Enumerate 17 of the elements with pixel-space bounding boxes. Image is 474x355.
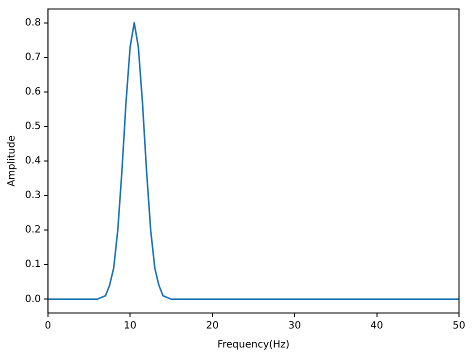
y-tick-label: 0.8	[24, 17, 41, 28]
x-tick-label: 0	[44, 320, 52, 332]
x-tick-label: 40	[370, 320, 384, 332]
y-tick-label: 0.4	[24, 156, 41, 167]
y-tick-label: 0.1	[24, 259, 41, 270]
y-tick-label: 0.7	[24, 52, 41, 63]
x-tick-label: 30	[288, 320, 301, 332]
x-axis-title: Frequency(Hz)	[217, 340, 290, 351]
x-tick-label: 10	[124, 320, 136, 332]
x-tick-label: 20	[206, 320, 219, 332]
y-tick-label: 0.6	[24, 86, 41, 98]
y-tick-label: 0.5	[24, 121, 41, 132]
y-tick-label: 0.3	[24, 190, 41, 202]
y-axis-title: Amplitude	[6, 135, 18, 187]
x-tick-label: 50	[452, 320, 466, 332]
y-tick-label: 0.2	[24, 224, 41, 236]
y-tick-label: 0.0	[24, 294, 41, 305]
